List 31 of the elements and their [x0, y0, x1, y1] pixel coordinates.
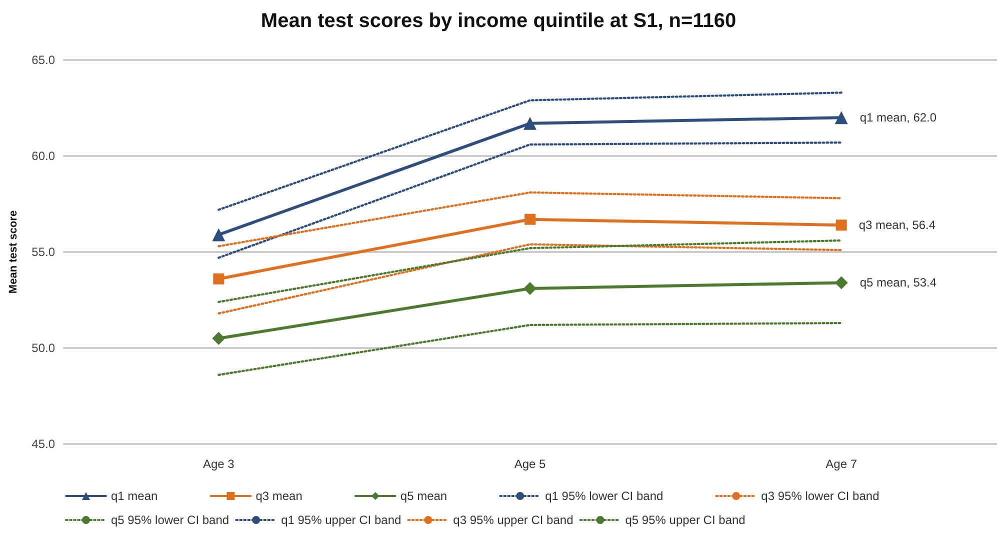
x-tick-label: Age 3 [202, 457, 235, 471]
legend-label: q5 95% lower CI band [111, 513, 230, 527]
y-tick-label: 60.0 [32, 149, 56, 163]
x-tick-label: Age 7 [826, 457, 858, 471]
point [524, 214, 536, 225]
legend-label: q1 mean [111, 489, 158, 503]
point [524, 282, 536, 295]
point [834, 276, 848, 290]
legend-label: q1 95% upper CI band [281, 513, 402, 527]
y-tick-label: 50.0 [32, 341, 56, 355]
y-axis-title: Mean test score [8, 210, 20, 294]
data-label: q5 mean, 53.4 [860, 276, 937, 290]
legend-label: q1 95% lower CI band [545, 489, 664, 503]
legend-label: q5 mean [400, 489, 448, 503]
x-tick-label: Age 5 [514, 457, 546, 471]
y-tick-label: 45.0 [32, 437, 56, 451]
data-label: q1 mean, 62.0 [860, 110, 937, 125]
point [524, 116, 536, 130]
legend-label: q3 95% upper CI band [453, 513, 574, 527]
point [213, 273, 224, 284]
data-label: q3 mean, 56.4 [858, 218, 936, 232]
point [212, 332, 226, 345]
y-tick-label: 55.0 [32, 245, 56, 259]
legend-label: q3 95% lower CI band [761, 489, 880, 503]
point [834, 111, 848, 124]
point [212, 228, 226, 242]
point [836, 220, 847, 231]
chart-title: Mean test scores by income quintile at S1, n=1160 [260, 10, 736, 32]
y-tick-label: 65.0 [32, 53, 56, 67]
legend-label: q5 95% upper CI band [625, 513, 746, 527]
legend-label: q3 mean [256, 489, 302, 503]
